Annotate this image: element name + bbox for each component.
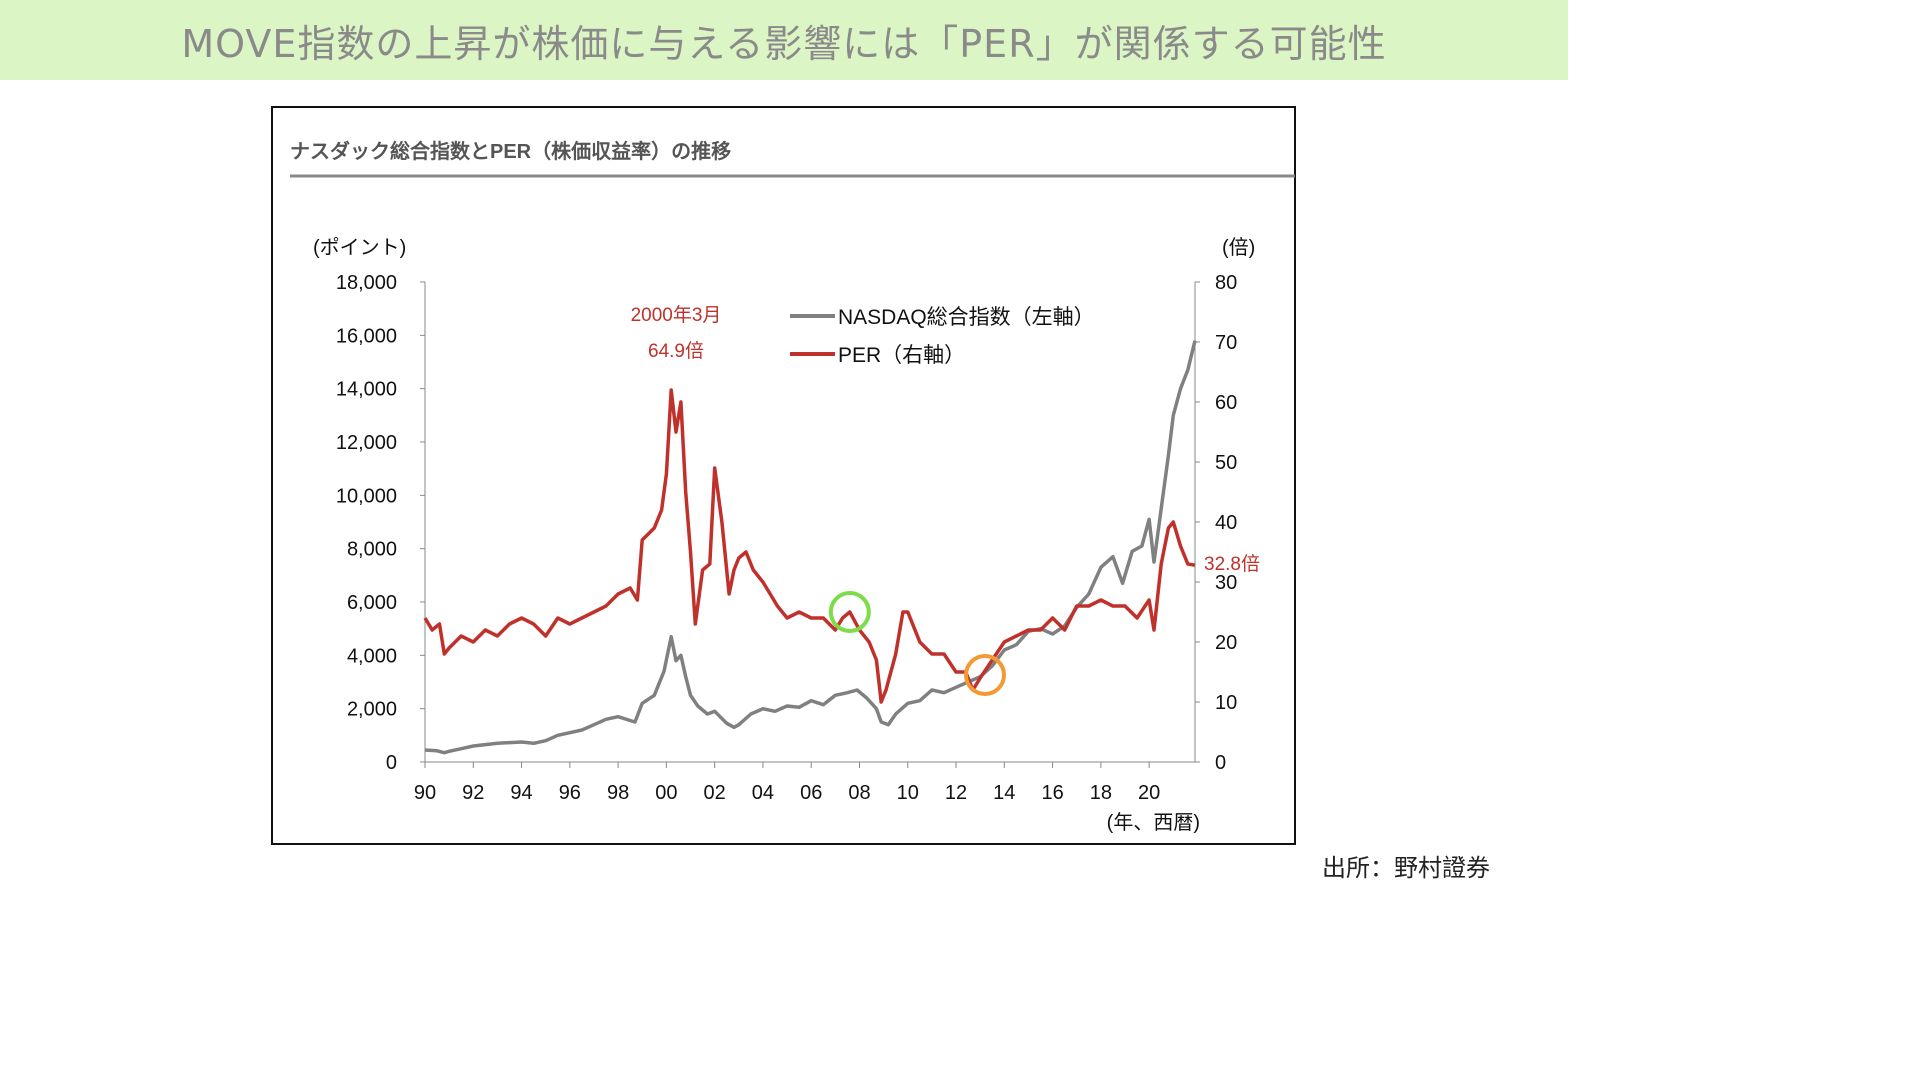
series-line-nasdaq: [424, 340, 1197, 755]
x-tick-label: 04: [752, 782, 774, 804]
right-tick-label: 0: [1215, 752, 1226, 774]
right-tick-label: 70: [1215, 332, 1237, 354]
legend-label: NASDAQ総合指数（左軸）: [838, 306, 1095, 329]
left-tick-label: 18,000: [336, 272, 397, 294]
left-axis-unit: (ポイント): [313, 236, 406, 259]
headline-banner: MOVE指数の上昇が株価に与える影響には「PER」が関係する可能性: [0, 0, 1568, 80]
page-title: MOVE指数の上昇が株価に与える影響には「PER」が関係する可能性: [181, 21, 1387, 66]
right-tick-label: 40: [1215, 512, 1237, 534]
x-tick-label: 90: [414, 782, 436, 804]
x-tick-label: 00: [655, 782, 677, 804]
x-tick-label: 12: [945, 782, 967, 804]
x-axis-unit: (年、西暦): [1107, 811, 1200, 834]
chart-title: ナスダック総合指数とPER（株価収益率）の推移: [290, 139, 731, 163]
x-tick-label: 06: [800, 782, 822, 804]
x-tick-label: 10: [897, 782, 919, 804]
right-tick-label: 60: [1215, 392, 1237, 414]
highlight-circle-green: [828, 591, 871, 633]
left-tick-label: 12,000: [336, 432, 397, 454]
right-tick-label: 20: [1215, 632, 1237, 654]
x-tick-label: 96: [559, 782, 581, 804]
source-note: 出所：野村證券: [1322, 854, 1490, 882]
left-tick-label: 6,000: [347, 592, 397, 614]
right-tick-label: 80: [1215, 272, 1237, 294]
x-tick-label: 14: [993, 782, 1015, 804]
left-tick-label: 8,000: [347, 539, 397, 561]
right-tick-label: 30: [1215, 572, 1237, 594]
right-tick-label: 10: [1215, 692, 1237, 714]
left-tick-label: 0: [386, 752, 397, 774]
annotation-latest-value: 32.8倍: [1204, 553, 1260, 575]
right-axis-unit: (倍): [1222, 236, 1255, 259]
x-tick-label: 02: [704, 782, 726, 804]
x-tick-label: 20: [1138, 782, 1160, 804]
legend-label: PER（右軸）: [838, 344, 965, 367]
right-tick-label: 50: [1215, 452, 1237, 474]
left-tick-label: 4,000: [347, 645, 397, 667]
left-tick-label: 2,000: [347, 699, 397, 721]
left-tick-label: 14,000: [336, 379, 397, 401]
left-tick-label: 16,000: [336, 325, 397, 347]
x-tick-label: 08: [848, 782, 870, 804]
x-tick-label: 16: [1041, 782, 1063, 804]
chart-canvas: ナスダック総合指数とPER（株価収益率）の推移 0 2,000 4,000 6,000 8…: [290, 139, 1295, 834]
x-tick-label: 18: [1090, 782, 1112, 804]
annotation-peak-date: 2000年3月: [631, 304, 722, 326]
x-tick-label: 98: [607, 782, 629, 804]
series-line-per: [423, 388, 1196, 704]
annotation-peak-value: 64.9倍: [648, 340, 704, 362]
left-tick-label: 10,000: [336, 485, 397, 507]
x-tick-label: 94: [510, 782, 532, 804]
highlight-circle-orange: [964, 654, 1006, 696]
chart-frame: [271, 106, 1296, 845]
x-tick-label: 92: [462, 782, 484, 804]
